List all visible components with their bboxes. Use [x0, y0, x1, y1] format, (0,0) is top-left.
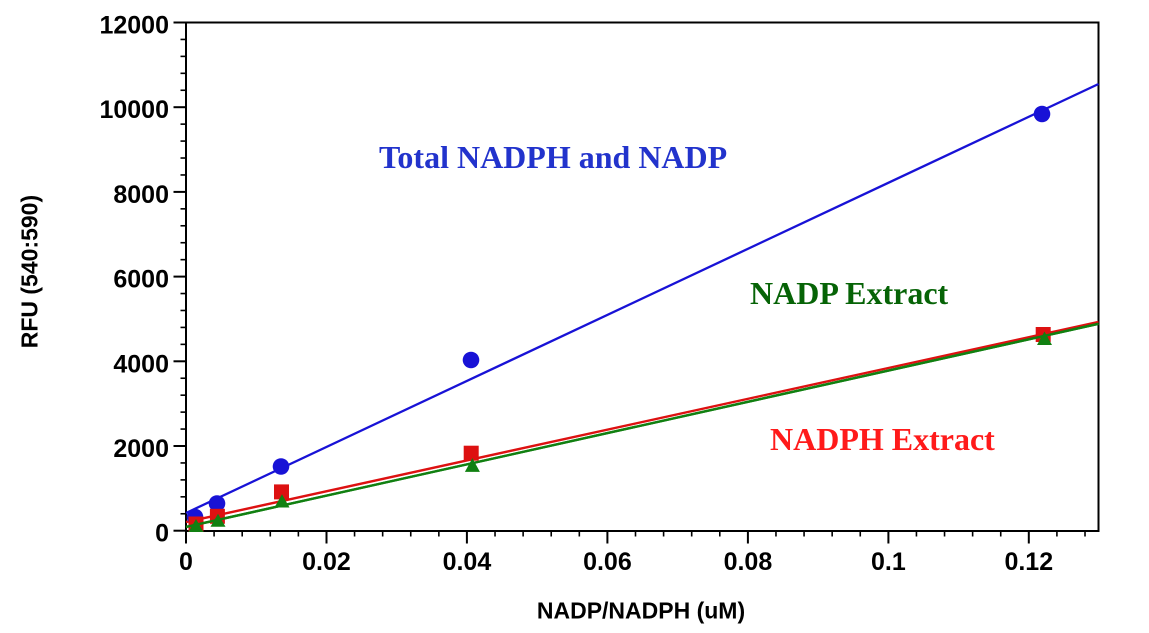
svg-text:RFU (540:590): RFU (540:590)	[17, 195, 43, 348]
svg-text:0.02: 0.02	[302, 548, 351, 576]
svg-text:NADP/NADPH (uM): NADP/NADPH (uM)	[537, 598, 745, 624]
svg-text:0.04: 0.04	[443, 548, 492, 576]
svg-text:0.08: 0.08	[724, 548, 773, 576]
svg-text:0: 0	[155, 520, 169, 548]
svg-text:6000: 6000	[113, 266, 169, 294]
svg-text:0.12: 0.12	[1004, 548, 1053, 576]
svg-text:0.1: 0.1	[871, 548, 906, 576]
svg-text:Total NADPH and NADP: Total NADPH and NADP	[379, 139, 727, 175]
svg-text:4000: 4000	[113, 350, 169, 378]
svg-text:10000: 10000	[99, 96, 169, 124]
svg-text:2000: 2000	[113, 435, 169, 463]
svg-text:12000: 12000	[99, 12, 169, 40]
svg-text:0.06: 0.06	[583, 548, 632, 576]
svg-text:NADP Extract: NADP Extract	[750, 275, 949, 311]
svg-text:0: 0	[179, 548, 193, 576]
svg-text:8000: 8000	[113, 181, 169, 209]
svg-text:NADPH Extract: NADPH Extract	[770, 421, 995, 457]
